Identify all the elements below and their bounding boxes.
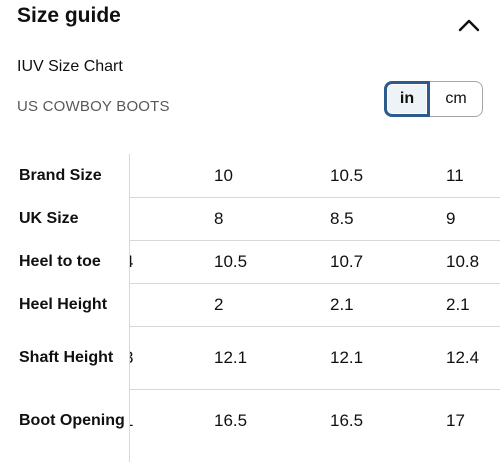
size-chart-category: US COWBOY BOOTS bbox=[17, 98, 170, 115]
table-cell: 2.1 bbox=[446, 294, 470, 314]
table-row-uk-size: UK Size 8 8.5 9 bbox=[0, 197, 500, 241]
table-cell: 10.5 bbox=[330, 165, 364, 185]
table-row-boot-opening: Boot Opening 1 16.5 16.5 17 bbox=[0, 389, 500, 453]
row-header: Shaft Height bbox=[19, 348, 114, 366]
table-cell: 10 bbox=[214, 165, 233, 185]
row-header: Heel to toe bbox=[19, 252, 101, 270]
table-cell: 8 bbox=[214, 208, 224, 228]
chevron-up-icon bbox=[458, 19, 480, 32]
page-title: Size guide bbox=[17, 4, 121, 27]
table-cell: 10.7 bbox=[330, 251, 364, 271]
row-header: Brand Size bbox=[19, 166, 102, 184]
table-cell: 9 bbox=[446, 208, 456, 228]
table-row-heel-to-toe: Heel to toe 4 10.5 10.7 10.8 bbox=[0, 240, 500, 284]
row-header: Boot Opening bbox=[19, 412, 125, 429]
unit-toggle: in cm bbox=[384, 81, 483, 117]
table-cell: 12.4 bbox=[446, 347, 480, 367]
unit-option-in[interactable]: in bbox=[384, 81, 430, 117]
table-cell: 17 bbox=[446, 411, 465, 430]
table-cell: 16.5 bbox=[330, 411, 364, 430]
table-cell: 10.8 bbox=[446, 251, 480, 271]
table-cell: 2.1 bbox=[330, 294, 354, 314]
size-chart-name: IUV Size Chart bbox=[17, 58, 123, 75]
table-row-shaft-height: Shaft Height 3 12.1 12.1 12.4 bbox=[0, 326, 500, 390]
table-cell: 2 bbox=[214, 294, 224, 314]
table-cell: 10.5 bbox=[214, 251, 248, 271]
table-cell: 12.1 bbox=[330, 347, 364, 367]
unit-option-cm[interactable]: cm bbox=[430, 81, 483, 117]
row-header: Heel Height bbox=[19, 295, 108, 313]
table-row-brand-size: Brand Size 10 10.5 11 bbox=[0, 154, 500, 198]
table-cell: 8.5 bbox=[330, 208, 354, 228]
size-table[interactable]: Brand Size 10 10.5 11 UK Size 8 8.5 9 He… bbox=[0, 154, 500, 462]
table-cell: 16.5 bbox=[214, 411, 248, 430]
table-cell: 11 bbox=[446, 165, 464, 185]
table-cell: 12.1 bbox=[214, 347, 248, 367]
collapse-button[interactable] bbox=[456, 16, 482, 34]
table-row-heel-height: Heel Height 2 2.1 2.1 bbox=[0, 283, 500, 327]
row-header: UK Size bbox=[19, 209, 79, 227]
sticky-header-column bbox=[0, 154, 130, 462]
